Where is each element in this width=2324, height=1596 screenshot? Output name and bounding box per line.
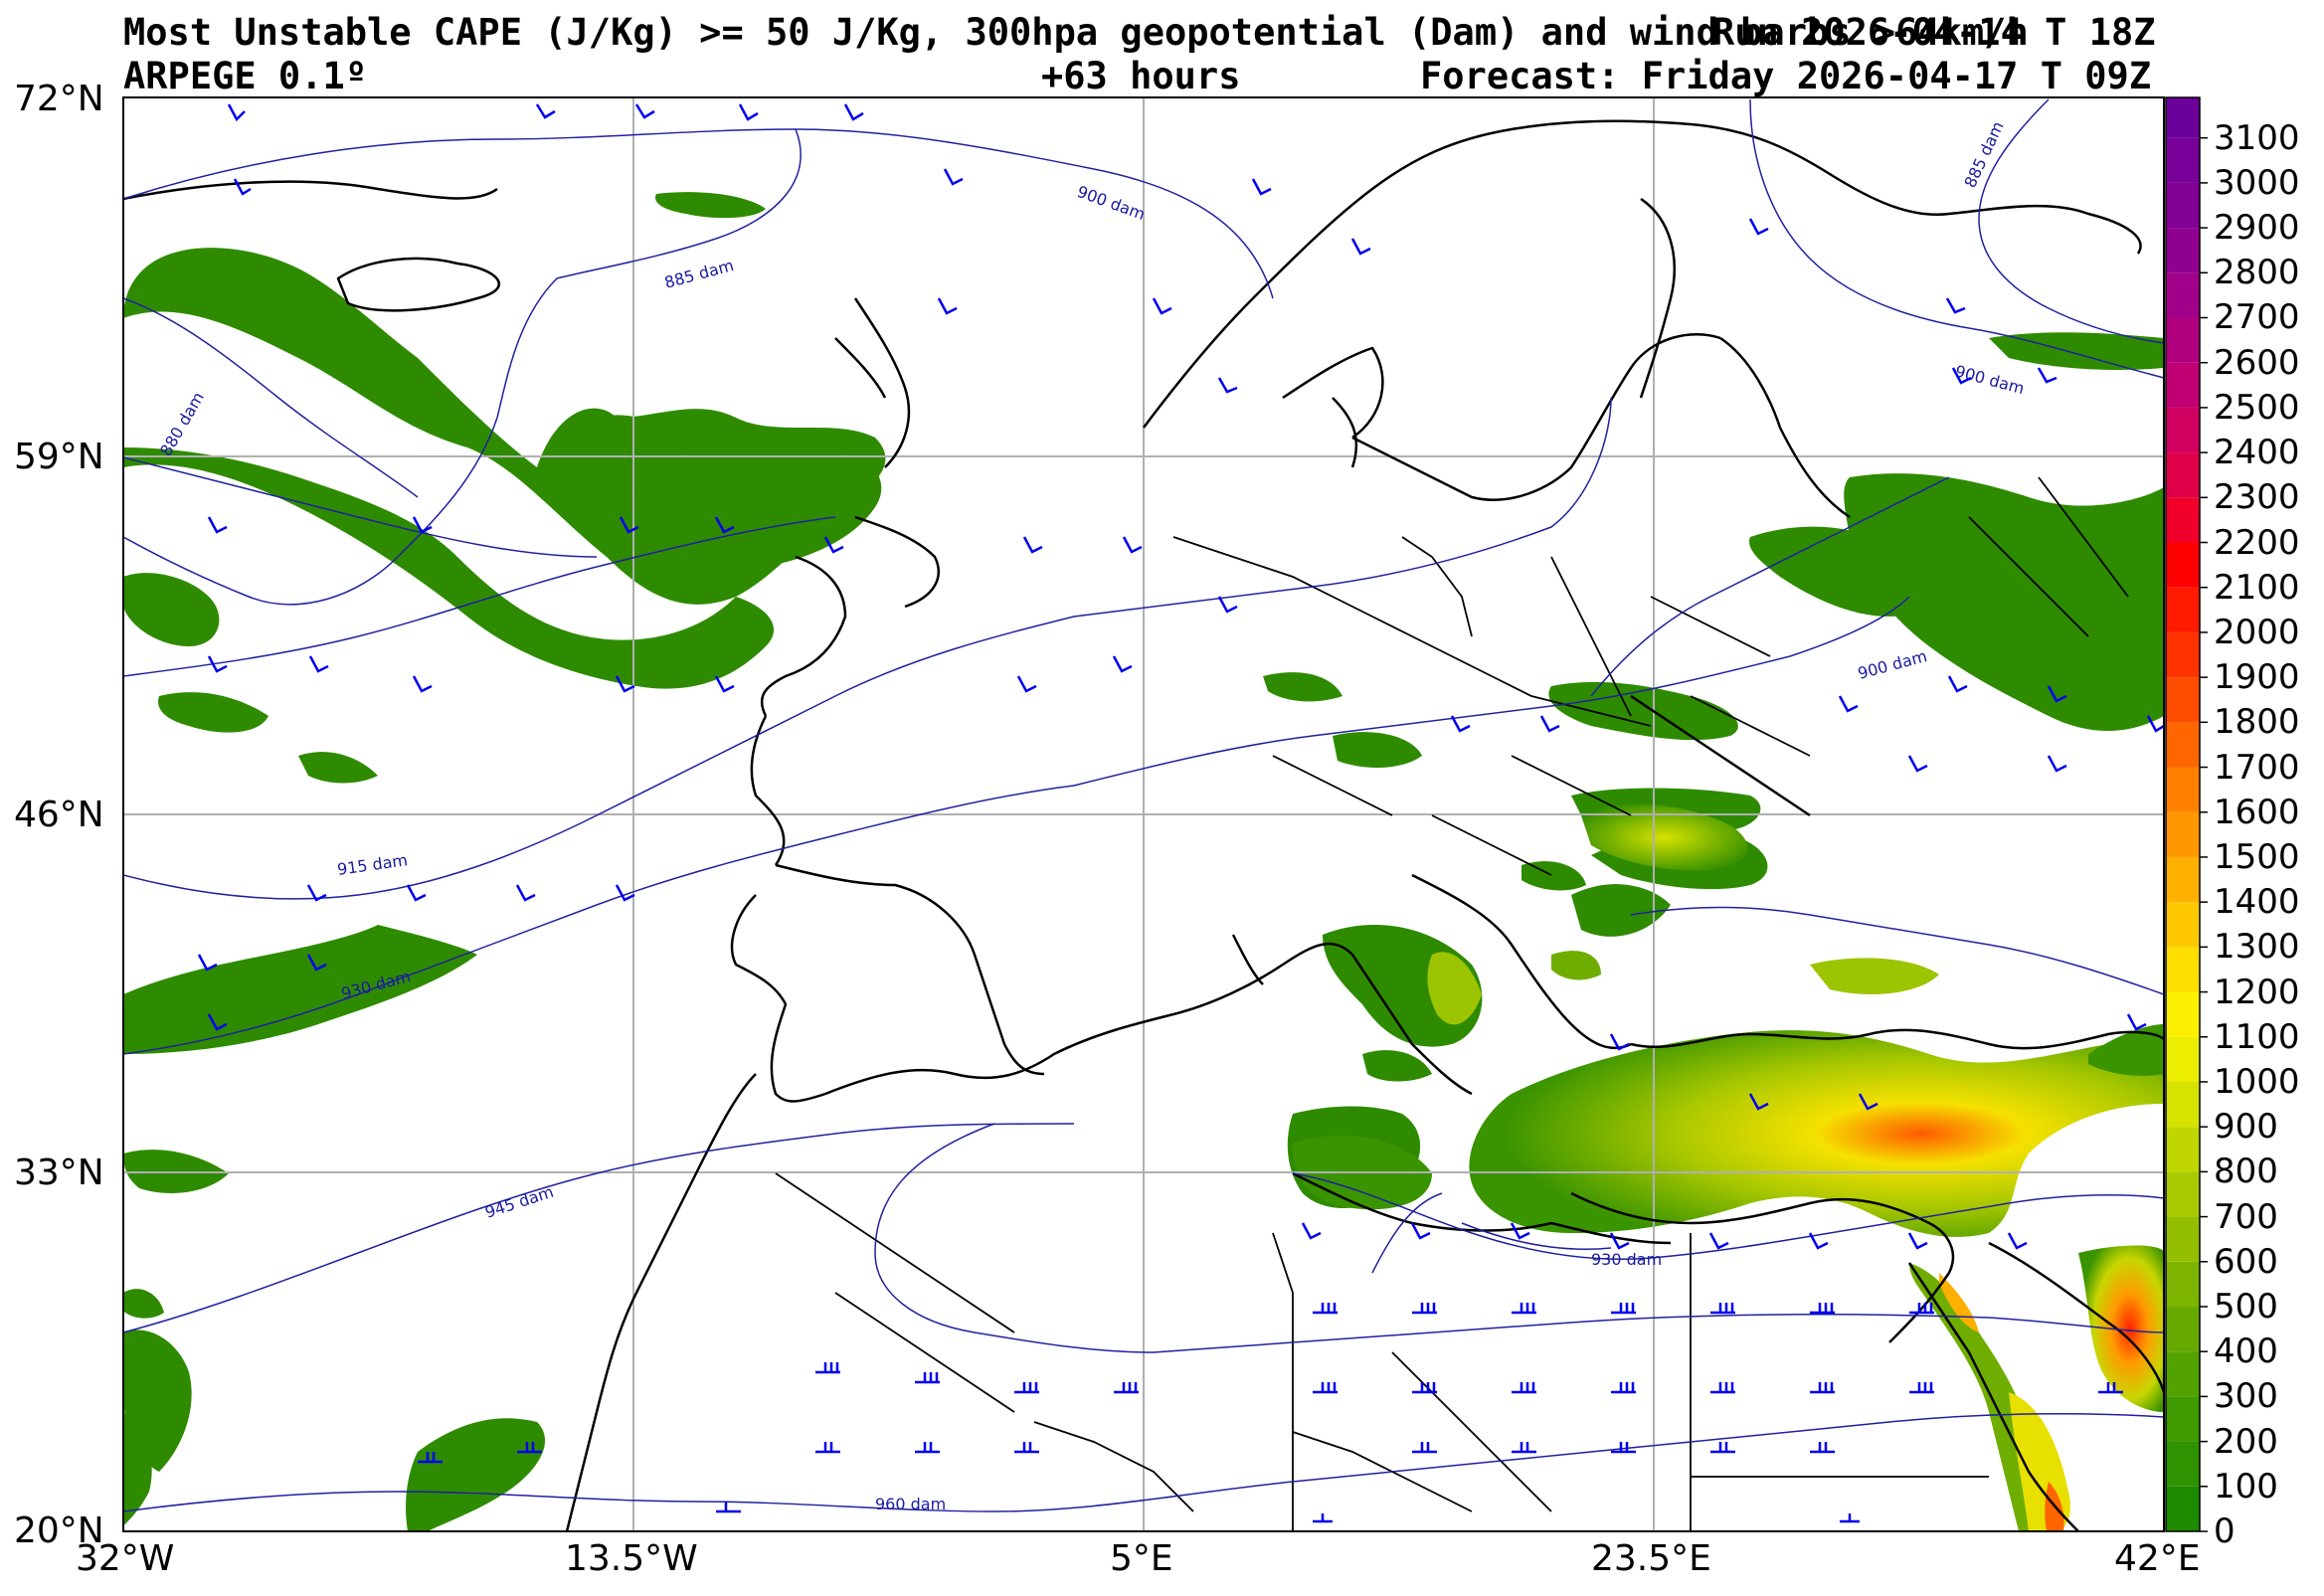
colorbar-segment [2166,1396,2200,1442]
model-label: ARPEGE 0.1º [123,55,368,97]
colorbar-segment [2166,452,2200,498]
colorbar-segment [2166,182,2200,229]
colorbar-tick-label: 800 [2214,1152,2278,1192]
colorbar-tick-label: 1400 [2214,882,2300,923]
colorbar-tick-label: 400 [2214,1331,2278,1372]
lon-label-13-5w: 13.5°W [565,1538,698,1579]
colorbar-segment [2166,1441,2200,1487]
colorbar-segment [2166,1486,2200,1531]
colorbar-segment [2166,902,2200,948]
lat-label-72n: 72°N [14,79,104,119]
colorbar-tick-label: 2200 [2214,522,2300,563]
colorbar-segment [2166,856,2200,903]
colorbar-tick-label: 2000 [2214,612,2300,652]
colorbar-segment [2166,767,2200,812]
colorbar-segment [2166,362,2200,408]
colorbar-tick-label: 1300 [2214,927,2300,968]
colorbar-segment [2166,811,2200,857]
colorbar-segment [2166,497,2200,543]
colorbar-tick-label: 1700 [2214,747,2300,788]
colorbar-tick-label: 1000 [2214,1061,2300,1102]
colorbar-frame [2165,96,2201,1532]
lat-label-46n: 46°N [14,795,104,835]
colorbar-tick-label: 1600 [2214,792,2300,832]
colorbar-segment [2166,587,2200,632]
colorbar-segment [2166,137,2200,183]
colorbar-segment [2166,317,2200,363]
lon-label-42e: 42°E [2114,1538,2201,1579]
colorbar-tick-label: 2500 [2214,387,2300,428]
lon-label-32w: 32°W [76,1538,175,1579]
country-borders [775,476,2129,1531]
colorbar-segment [2166,677,2200,723]
svg-text:960 dam: 960 dam [875,1495,946,1513]
colorbar-tick-label: 3000 [2214,162,2300,203]
colorbar-segment [2166,631,2200,678]
forecast-label: Forecast: Friday 2026-04-17 T 09Z [1420,55,2152,97]
colorbar-tick-label: 500 [2214,1286,2278,1327]
colorbar [2166,97,2208,1532]
colorbar-segment [2166,947,2200,992]
map-gridlines [123,97,2164,1531]
colorbar-segment [2166,1351,2200,1397]
colorbar-segment [2166,1306,2200,1352]
run-label: Run 2026-04-14 T 18Z [1712,11,2156,54]
colorbar-segment [2166,1261,2200,1307]
map-frame [122,96,2165,1532]
colorbar-segment [2166,722,2200,768]
colorbar-segment [2166,1216,2200,1262]
lat-label-20n: 20°N [14,1510,104,1551]
colorbar-tick-label: 2400 [2214,433,2300,473]
colorbar-tick-label: 2900 [2214,208,2300,249]
colorbar-tick-label: 0 [2214,1511,2235,1551]
colorbar-segment [2166,1036,2200,1082]
colorbar-tick-label: 100 [2214,1466,2278,1507]
colorbar-tick-label: 900 [2214,1107,2278,1148]
cape-field-mediterranean [1293,1024,2164,1531]
colorbar-tick-label: 2800 [2214,253,2300,293]
cape-field-balkans [1427,804,1939,1025]
colorbar-segment [2166,1171,2200,1217]
colorbar-segment [2166,97,2200,138]
colorbar-tick-label: 300 [2214,1376,2278,1417]
colorbar-tick-label: 2600 [2214,342,2300,383]
colorbar-segment [2166,272,2200,318]
colorbar-segment [2166,991,2200,1037]
coastlines [123,119,2164,1531]
svg-text:930 dam: 930 dam [1591,1250,1662,1269]
colorbar-tick-label: 1100 [2214,1016,2300,1057]
lat-label-59n: 59°N [14,437,104,477]
colorbar-tick-label: 1200 [2214,972,2300,1012]
colorbar-segment [2166,228,2200,273]
lead-time-label: +63 hours [1041,55,1241,97]
colorbar-tick-label: 1900 [2214,657,2300,698]
map-title: Most Unstable CAPE (J/Kg) >= 50 J/Kg, 30… [123,11,2029,54]
lon-label-5e: 5°E [1110,1538,1173,1579]
colorbar-tick-label: 2300 [2214,477,2300,518]
colorbar-tick-label: 1800 [2214,702,2300,743]
colorbar-segment [2166,1127,2200,1172]
colorbar-tick-label: 2700 [2214,297,2300,338]
colorbar-tick-label: 2100 [2214,567,2300,608]
colorbar-segment [2166,542,2200,588]
geopotential-contours [123,98,2164,1512]
colorbar-tick-label: 700 [2214,1196,2278,1237]
lon-label-23-5e: 23.5°E [1591,1538,1711,1579]
lat-label-33n: 33°N [14,1153,104,1193]
colorbar-segment [2166,407,2200,453]
wind-barbs [197,103,2164,1523]
colorbar-tick-label: 600 [2214,1241,2278,1282]
colorbar-tick-label: 200 [2214,1421,2278,1462]
colorbar-tick-label: 1500 [2214,836,2300,877]
colorbar-segment [2166,1081,2200,1128]
colorbar-tick-label: 3100 [2214,117,2300,158]
